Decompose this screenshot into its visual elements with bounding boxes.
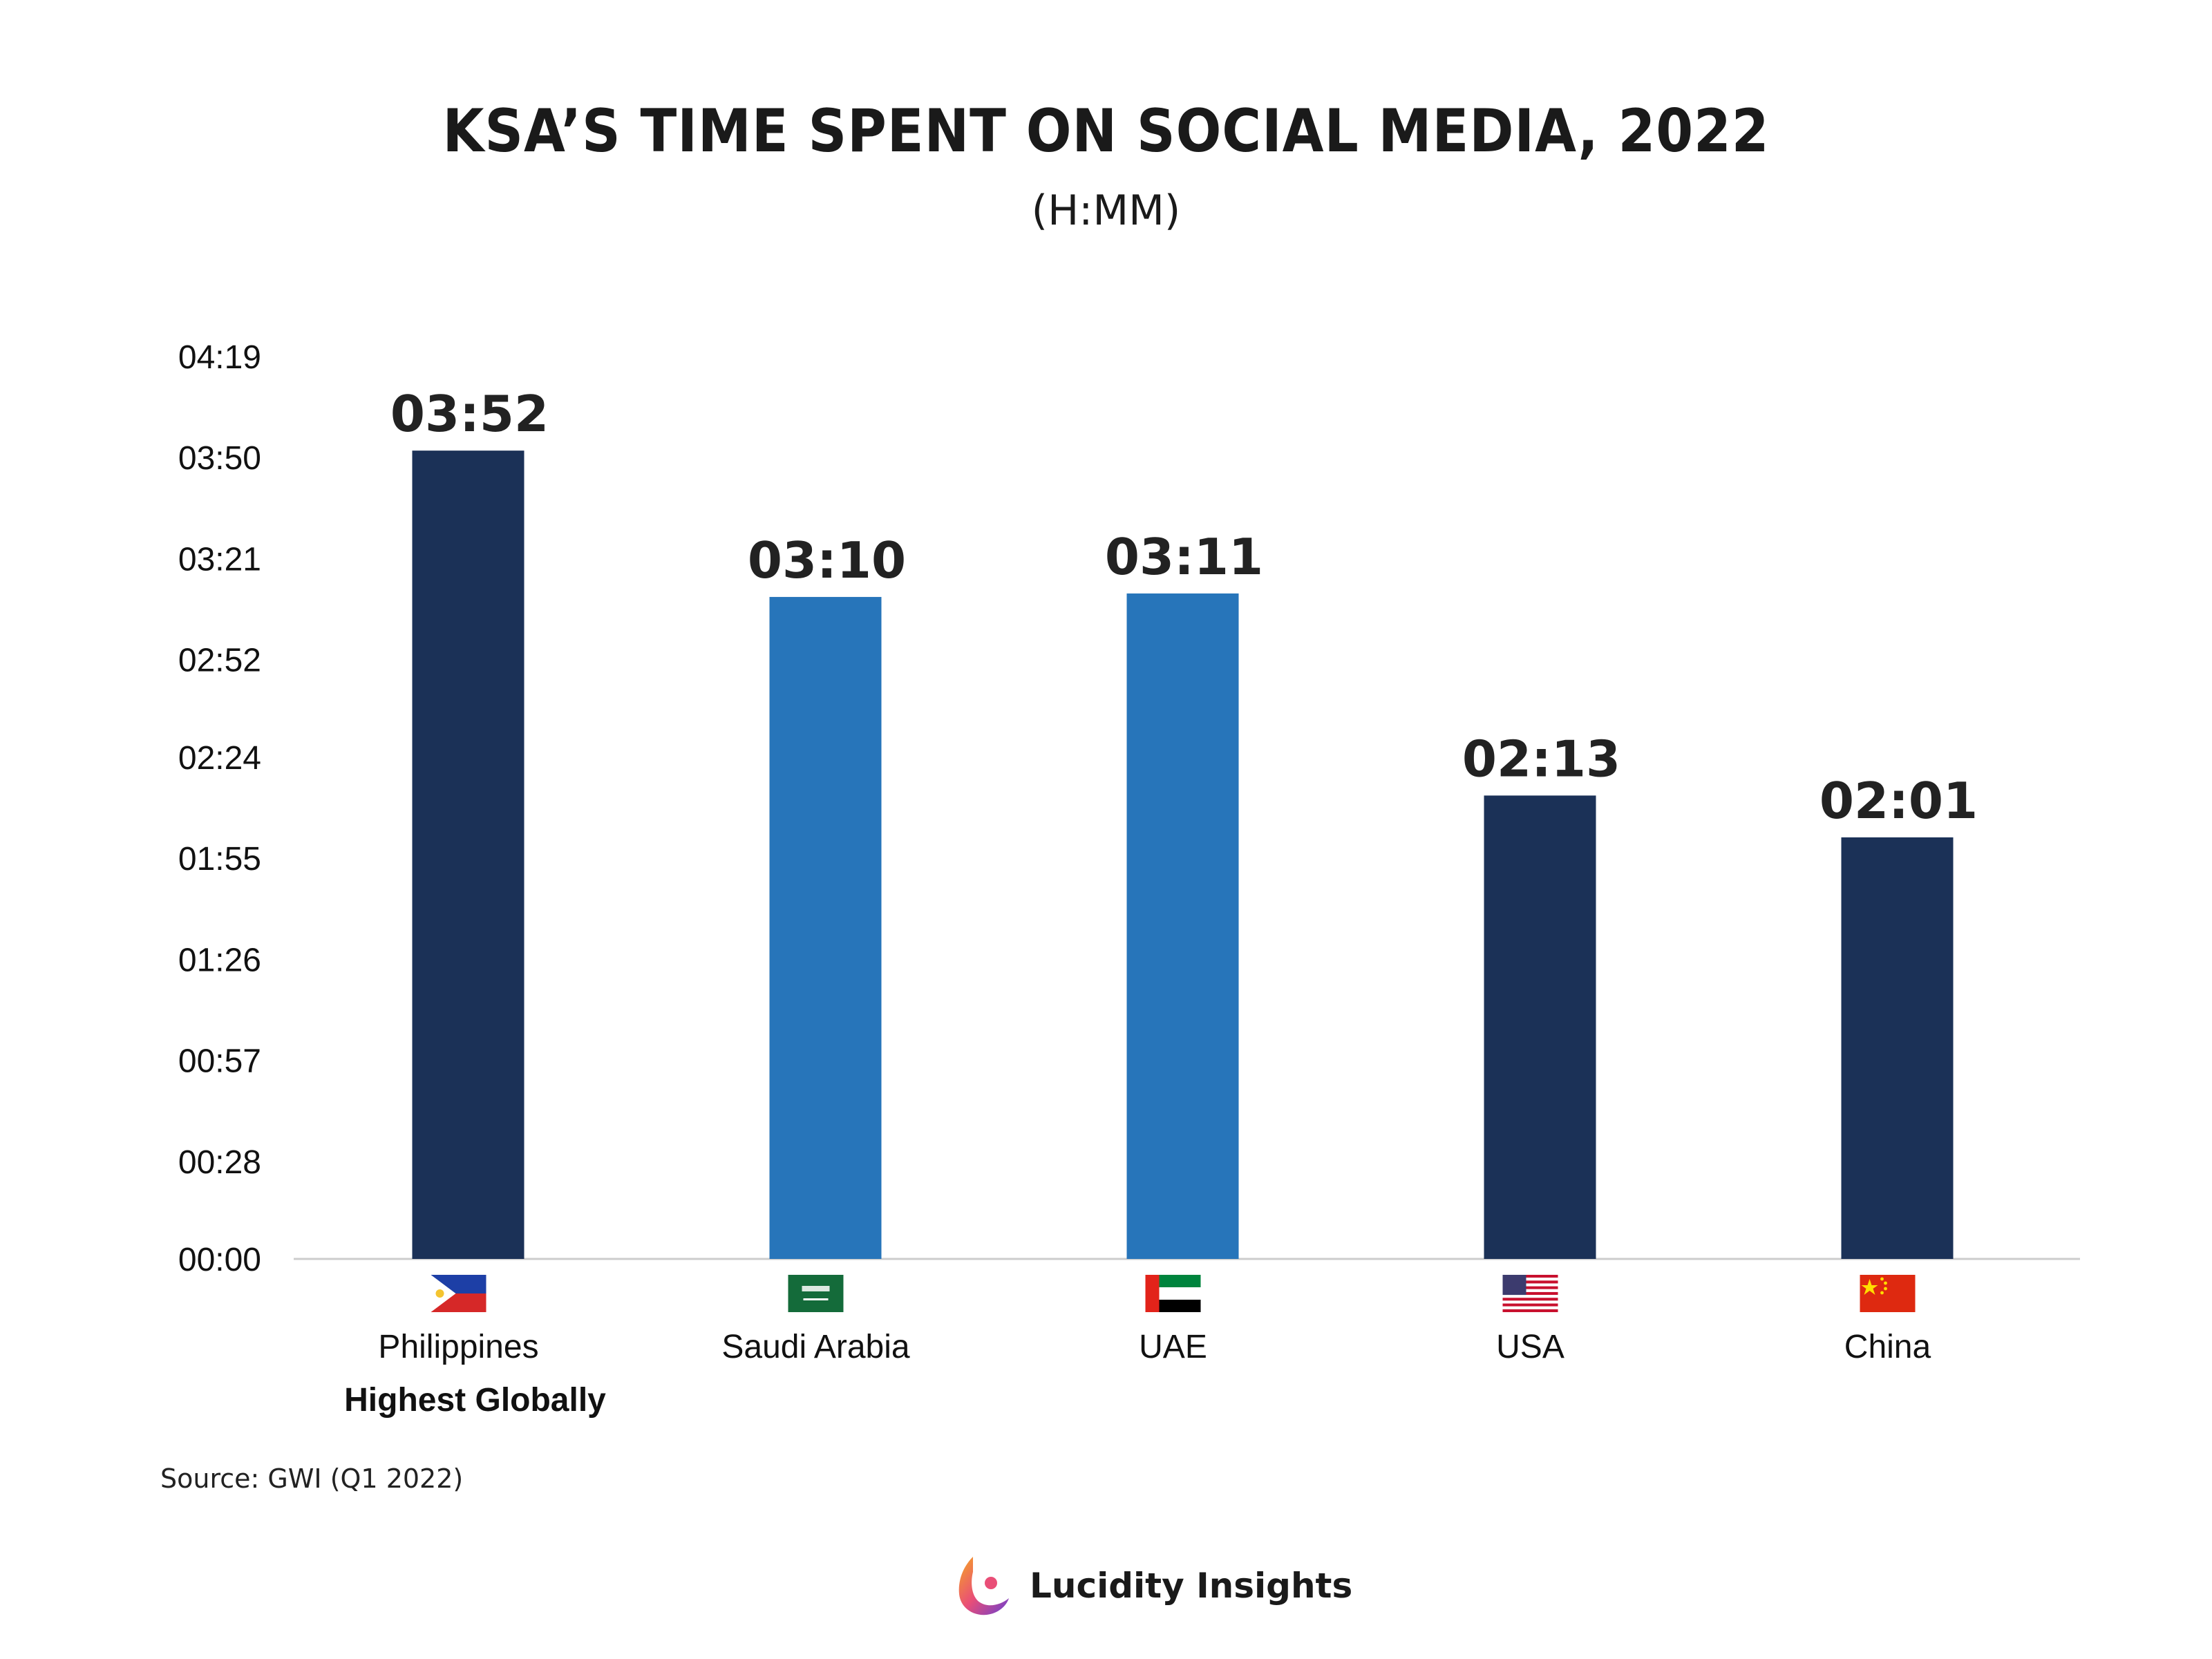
saudi-arabia-flag: [788, 1275, 844, 1312]
category-label: Saudi Arabia: [721, 1329, 910, 1365]
source-note: Source: GWI (Q1 2022): [160, 1463, 464, 1494]
lucidity-logo-icon: [958, 1557, 1009, 1615]
bar-philippines: [412, 451, 524, 1259]
value-label: 03:11: [1105, 528, 1263, 586]
philippines-flag: [431, 1275, 486, 1312]
y-tick-label: 00:57: [178, 1043, 261, 1080]
y-tick-label: 00:00: [178, 1242, 261, 1278]
flags: [431, 1275, 1916, 1312]
brand: Lucidity Insights: [952, 1548, 1352, 1624]
y-tick-label: 02:52: [178, 643, 261, 679]
chart-subtitle: (H:MM): [1031, 187, 1181, 235]
chart-title: KSA’S TIME SPENT ON SOCIAL MEDIA, 2022: [442, 97, 1770, 166]
category-label: China: [1844, 1329, 1931, 1365]
category-label: Philippines: [378, 1329, 538, 1365]
y-tick-label: 02:24: [178, 740, 261, 777]
category-note: Highest Globally: [344, 1382, 606, 1419]
usa-flag: [1502, 1275, 1558, 1312]
y-tick-label: 03:21: [178, 541, 261, 578]
y-axis-ticks: 00:00 00:28 00:57 01:26 01:55 02:24 02:52 03:21…: [178, 339, 261, 1278]
china-flag: [1860, 1275, 1916, 1312]
brand-name: Lucidity Insights: [1030, 1566, 1353, 1606]
y-tick-label: 01:55: [178, 841, 261, 878]
value-label: 02:13: [1462, 730, 1620, 788]
category-label: USA: [1496, 1329, 1565, 1365]
category-labels: Philippines Highest Globally Saudi Arabia U…: [344, 1329, 1931, 1419]
value-label: 03:52: [390, 385, 549, 443]
category-label: UAE: [1139, 1329, 1207, 1365]
uae-flag: [1145, 1275, 1201, 1312]
y-tick-label: 03:50: [178, 440, 261, 477]
value-label: 02:01: [1819, 772, 1978, 830]
value-label: 03:10: [748, 531, 906, 589]
bar-uae: [1126, 593, 1239, 1259]
value-labels: 03:52 03:10 03:11 02:13 02:01: [390, 385, 1978, 830]
bar-china: [1841, 837, 1954, 1259]
bar-usa: [1484, 795, 1596, 1259]
y-tick-label: 00:28: [178, 1144, 261, 1181]
bar-saudi-arabia: [769, 596, 882, 1259]
y-tick-label: 04:19: [178, 339, 261, 376]
y-tick-label: 01:26: [178, 942, 261, 978]
bars: [412, 451, 1954, 1259]
